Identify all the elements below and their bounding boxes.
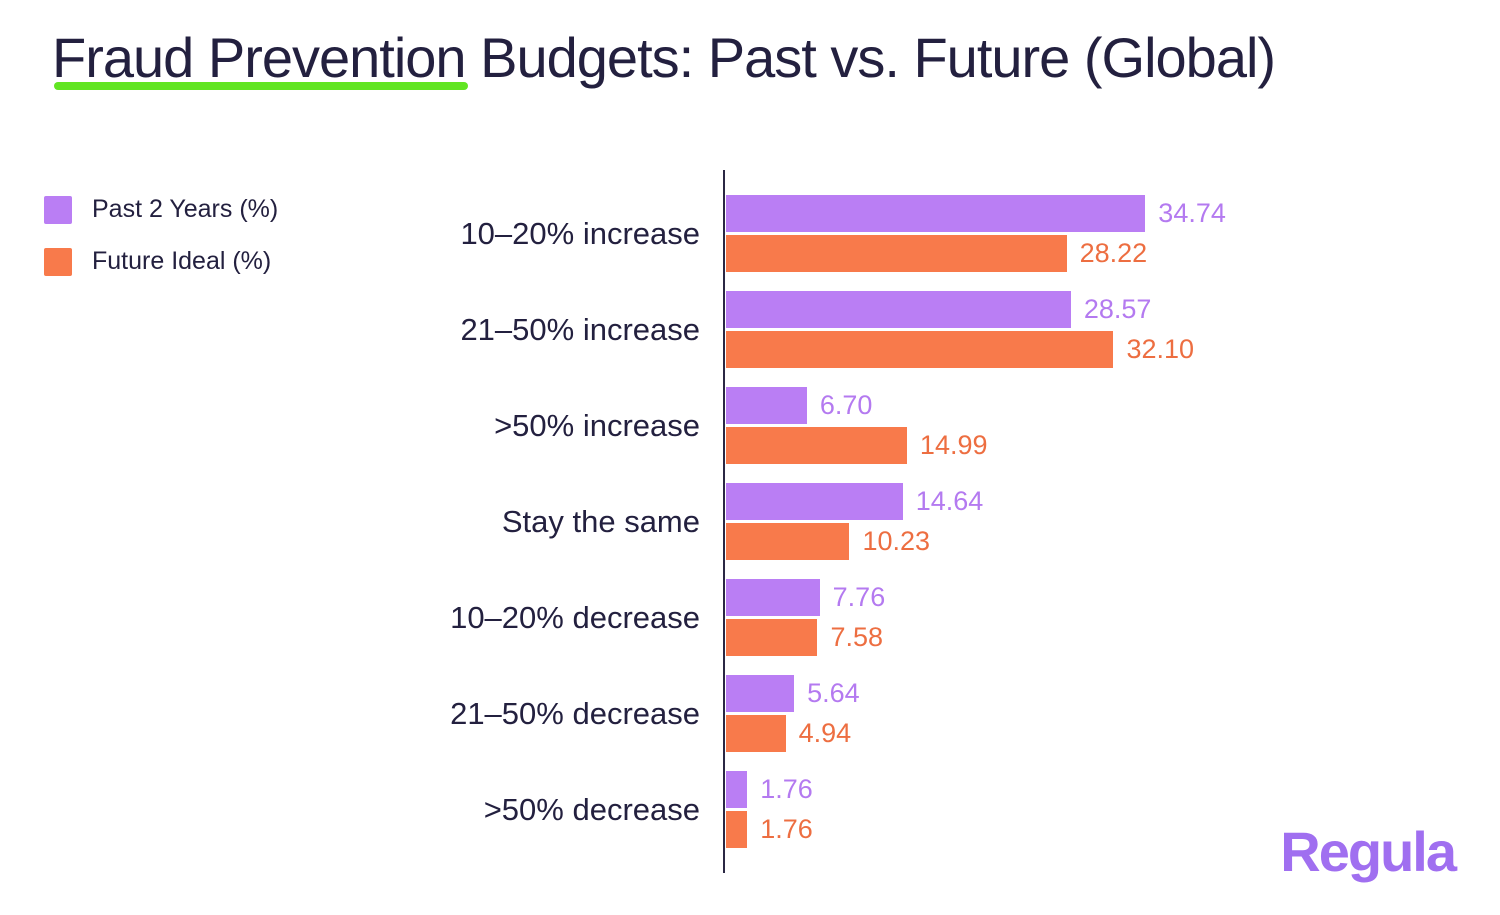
bar-past xyxy=(726,195,1146,232)
bar-group-1: 10–20% increase 34.74 28.22 xyxy=(0,195,1500,272)
bar-value-past: 6.70 xyxy=(819,390,873,420)
bar-value-future: 28.22 xyxy=(1079,238,1148,268)
bar-value-past: 28.57 xyxy=(1083,294,1152,324)
bar-group-6: 21–50% decrease 5.64 4.94 xyxy=(0,675,1500,752)
bar-value-future: 7.58 xyxy=(830,622,884,652)
bar-past xyxy=(726,771,748,808)
legend-swatch-past-icon xyxy=(44,195,72,224)
legend-label-past: Past 2 Years (%) xyxy=(92,195,279,223)
legend: Past 2 Years (%) Future Ideal (%) xyxy=(44,195,278,276)
bar-future xyxy=(726,715,786,752)
bar-value-future: 10.23 xyxy=(862,526,931,556)
category-label: >50% decrease xyxy=(483,791,700,827)
y-axis-line xyxy=(723,170,725,873)
regula-logo: Regula xyxy=(1280,820,1457,883)
bar-future xyxy=(726,331,1114,368)
legend-item-future: Future Ideal (%) xyxy=(44,247,278,276)
bar-past xyxy=(726,387,807,424)
category-label: 10–20% decrease xyxy=(450,599,700,635)
bar-value-future: 4.94 xyxy=(798,718,852,748)
title-underlined-part: Fraud Prevention xyxy=(52,26,468,90)
bar-value-past: 1.76 xyxy=(760,774,813,804)
bar-future xyxy=(726,235,1067,272)
bar-past xyxy=(726,579,820,616)
category-label: 21–50% increase xyxy=(460,311,700,347)
bar-group-4: Stay the same 14.64 10.23 xyxy=(0,483,1500,560)
legend-swatch-future-icon xyxy=(44,247,72,276)
bar-group-7: >50% decrease 1.76 1.76 xyxy=(0,771,1500,848)
bar-past xyxy=(726,483,903,520)
category-label: 21–50% decrease xyxy=(450,695,700,731)
bar-group-3: >50% increase 6.70 14.99 xyxy=(0,387,1500,464)
bar-value-past: 34.74 xyxy=(1158,198,1226,228)
bar-group-5: 10–20% decrease 7.76 7.58 xyxy=(0,579,1500,656)
legend-item-past: Past 2 Years (%) xyxy=(44,195,278,224)
bar-group-2: 21–50% increase 28.57 32.10 xyxy=(0,291,1500,368)
bar-future xyxy=(726,427,907,464)
page-title: Fraud Prevention Budgets: Past vs. Futur… xyxy=(52,26,1276,90)
bar-future xyxy=(726,619,818,656)
category-label: 10–20% increase xyxy=(460,215,700,251)
bar-value-future: 14.99 xyxy=(919,430,988,460)
bar-value-past: 5.64 xyxy=(807,678,860,708)
bar-future xyxy=(726,811,748,848)
bar-past xyxy=(726,291,1071,328)
bar-value-future: 32.10 xyxy=(1126,334,1195,364)
bar-value-past: 7.76 xyxy=(832,582,886,612)
category-label: >50% increase xyxy=(494,407,700,443)
bar-value-past: 14.64 xyxy=(915,486,984,516)
category-label: Stay the same xyxy=(501,503,700,539)
bar-value-future: 1.76 xyxy=(760,814,813,844)
legend-label-future: Future Ideal (%) xyxy=(92,247,272,275)
bar-past xyxy=(726,675,795,712)
title-rest-part: Budgets: Past vs. Future (Global) xyxy=(465,26,1276,89)
bar-future xyxy=(726,523,850,560)
